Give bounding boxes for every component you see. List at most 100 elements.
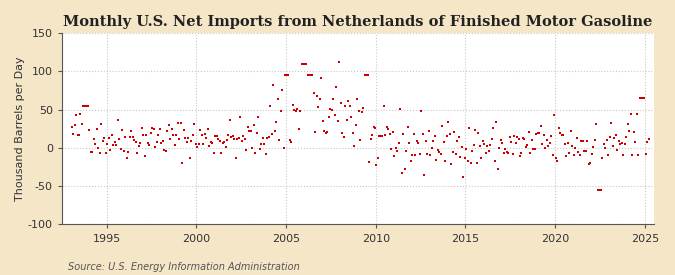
Point [516,151,527,155]
Point [576,139,587,143]
Point [412,139,423,143]
Point [183,136,194,140]
Point [540,146,551,150]
Point [386,147,397,151]
Point [438,139,449,144]
Point [528,147,539,151]
Point [184,156,195,161]
Point [80,103,90,108]
Point [305,73,316,77]
Point [493,146,504,150]
Point [120,134,131,139]
Point [616,141,627,145]
Point [213,136,223,141]
Point [205,140,216,144]
Point [225,118,236,122]
Point [227,134,238,138]
Point [198,142,209,146]
Point [194,127,205,132]
Point [290,109,301,113]
Point [335,101,346,105]
Point [612,147,622,152]
Point [307,73,318,77]
Point [76,122,87,126]
Point [615,142,626,146]
Point [284,138,295,142]
Point [171,133,182,137]
Point [81,103,92,108]
Point [395,106,406,111]
Point [301,61,312,66]
Point [588,145,599,149]
Point [375,134,386,138]
Point [480,151,491,155]
Point [169,143,180,147]
Point [455,155,466,159]
Point [150,145,161,149]
Point [582,139,593,143]
Point [626,152,637,157]
Point [90,142,101,146]
Point [374,134,385,138]
Point [261,152,271,156]
Point [600,146,611,150]
Point [433,148,443,152]
Point [427,145,437,150]
Point [144,143,155,148]
Point [113,118,124,122]
Point [545,141,556,145]
Point [253,115,264,119]
Point [274,138,285,142]
Point [295,109,306,113]
Point [413,141,424,145]
Point [82,103,93,108]
Text: Source: U.S. Energy Information Administration: Source: U.S. Energy Information Administ… [68,262,299,272]
Point [129,138,140,142]
Point [74,133,84,138]
Point [356,110,367,114]
Point [69,123,80,127]
Point [308,90,319,95]
Point [358,106,369,110]
Point [642,140,653,144]
Point [519,137,530,142]
Point [624,129,634,133]
Point [435,152,446,156]
Point [114,137,125,141]
Point [199,131,210,136]
Point [166,126,177,131]
Point [331,84,342,89]
Point [286,140,297,144]
Point [370,126,381,130]
Point [587,152,597,156]
Point [207,140,217,145]
Point [404,141,414,145]
Point [271,120,281,124]
Point [165,137,176,142]
Point [452,139,462,144]
Point [145,130,156,135]
Point [236,138,247,143]
Point [333,59,344,64]
Point [556,133,567,138]
Point [256,142,267,147]
Point [509,134,520,138]
Point [220,144,231,149]
Point [631,112,642,116]
Point [71,113,82,117]
Point [398,131,409,136]
Point [178,128,189,133]
Point [373,156,383,161]
Point [349,144,360,148]
Point [558,133,569,138]
Point [513,137,524,141]
Point [639,96,649,100]
Point [630,139,641,144]
Point [211,134,222,138]
Point [380,133,391,138]
Point [92,127,103,131]
Point [500,147,510,151]
Point [162,128,173,133]
Point [241,148,252,153]
Point [289,108,300,112]
